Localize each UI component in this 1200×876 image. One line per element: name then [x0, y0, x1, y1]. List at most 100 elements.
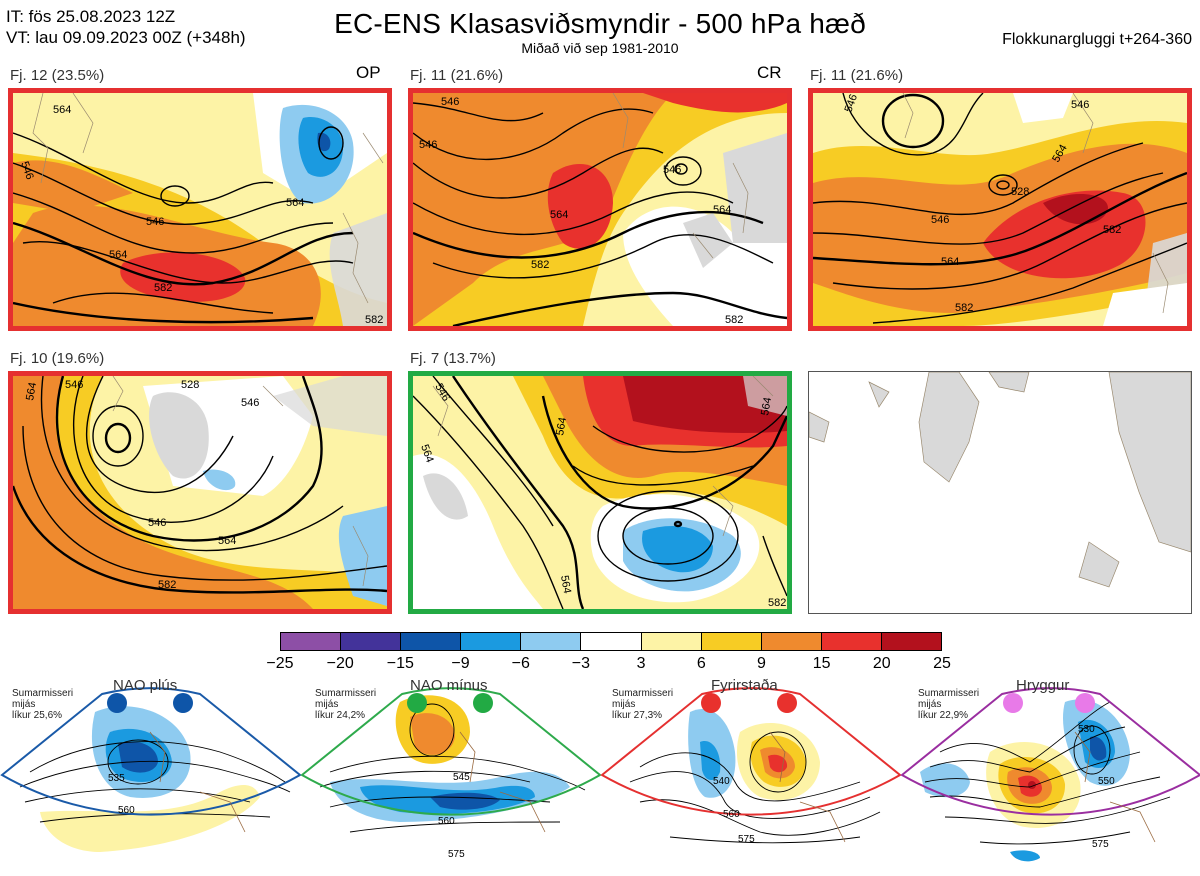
contour-label: 564	[24, 381, 39, 401]
regime-contour-label: 575	[1092, 839, 1109, 850]
contour-label: 564	[554, 416, 569, 436]
regime-nao-plus: 535 560	[0, 687, 302, 852]
contour-label: 546	[148, 517, 166, 529]
contour-label: 564	[941, 256, 959, 268]
contour-label: 582	[531, 259, 549, 271]
contour-label: 564	[109, 249, 127, 261]
contour-label: 528	[181, 379, 199, 391]
contour-label: 582	[1103, 224, 1121, 236]
regime-contour-label: 540	[713, 776, 730, 787]
cluster-map-5: 546 564 564 564 582 564	[408, 371, 792, 614]
colorbar-tick-label: −9	[451, 655, 470, 672]
colorbar-tick-label: −15	[386, 655, 414, 672]
valid-time: VT: lau 09.09.2023 00Z (+348h)	[6, 28, 246, 47]
colorbar-segment	[581, 633, 642, 650]
page-title: EC-ENS Klasasviðsmyndir - 500 hPa hæð	[334, 8, 866, 39]
regime-contour-label: 550	[1098, 776, 1115, 787]
empty-base-map	[808, 371, 1192, 614]
contour-label: 564	[218, 535, 236, 547]
contour-label: 546	[241, 397, 259, 409]
panel-1-label: Fj. 12 (23.5%)	[10, 67, 105, 84]
regime-note-nao-plus: Sumarmisseri mijás líkur 25,6%	[12, 688, 74, 721]
page-subtitle: Miðað við sep 1981-2010	[521, 40, 679, 56]
regime-ridge: 530 550 575	[900, 687, 1200, 862]
regime-contour-label: 530	[1078, 724, 1095, 735]
colorbar-segment	[341, 633, 402, 650]
contour-label: 546	[441, 96, 459, 108]
contour-label: 546	[18, 160, 36, 181]
cluster-map-4: 564 546 528 546 546 564 582	[8, 371, 392, 614]
colorbar-tick-label: 25	[933, 655, 951, 672]
colorbar-tick-label: 6	[696, 655, 706, 672]
contour-label: 546	[931, 214, 949, 226]
regime-note-blocking: Sumarmisseri mijás líkur 27,3%	[612, 688, 674, 721]
panel-4-label: Fj. 10 (19.6%)	[10, 350, 105, 367]
contour-label: 582	[768, 597, 786, 609]
regime-contour-label: 560	[438, 816, 455, 827]
cluster-map-3: 546 546 564 528 546 564 582 582	[808, 88, 1192, 331]
regime-title-nao-plus: NAO plús	[113, 677, 178, 694]
colorbar-tick-label: 3	[636, 655, 646, 672]
colorbar-tick-label: 15	[812, 655, 831, 672]
contour-label: 546	[663, 164, 681, 176]
contour-label: 564	[418, 443, 436, 464]
colorbar-segment	[641, 633, 702, 650]
regime-contour-label: 560	[723, 809, 740, 820]
colorbar-segment	[281, 633, 342, 650]
regime-note-nao-minus: Sumarmisseri mijás líkur 24,2%	[315, 688, 377, 721]
contour-label: 564	[558, 574, 573, 594]
regime-contour-label: 545	[453, 772, 470, 783]
colorbar-tick-label: −6	[511, 655, 530, 672]
colorbar-segment	[761, 633, 822, 650]
panel-2-tag: CR	[757, 63, 782, 82]
regime-contour-label: 535	[108, 773, 125, 784]
contour-label: 546	[419, 139, 437, 151]
cluster-map-1: 546 564 582 564 546 564 582	[8, 88, 392, 331]
contour-label: 582	[365, 314, 383, 326]
contour-label: 582	[725, 314, 743, 326]
contour-label: 546	[65, 379, 83, 391]
run-info: IT: fös 25.08.2023 12Z VT: lau 09.09.202…	[6, 6, 246, 48]
panel-5-label: Fj. 7 (13.7%)	[410, 350, 496, 367]
contour-label: 546	[843, 93, 861, 114]
panel-3-label: Fj. 11 (21.6%)	[810, 67, 904, 84]
regime-contour-label: 560	[118, 805, 135, 816]
colorbar-tick-label: 20	[872, 655, 891, 672]
colorbar-tick-label: −3	[571, 655, 591, 672]
contour-label: 528	[1011, 186, 1029, 198]
panel-1-tag: OP	[356, 63, 381, 82]
regime-title-blocking: Fyrirstaða	[711, 677, 778, 694]
regime-title-nao-minus: NAO mínus	[410, 677, 488, 694]
colorbar-segment	[401, 633, 462, 650]
colorbar-segment	[821, 633, 882, 650]
regime-note-ridge: Sumarmisseri mijás líkur 22,9%	[918, 688, 980, 721]
panel-2-label: Fj. 11 (21.6%)	[410, 67, 504, 84]
colorbar	[280, 632, 942, 651]
colorbar-segment	[521, 633, 582, 650]
regime-title-ridge: Hryggur	[1016, 677, 1070, 694]
colorbar-tick-label: −25	[266, 655, 294, 672]
contour-label: 582	[158, 579, 176, 591]
colorbar-segment	[461, 633, 522, 650]
regime-blocking: 540 560 575	[600, 687, 902, 845]
regime-contour-label: 575	[738, 834, 755, 845]
contour-label: 564	[550, 209, 568, 221]
regime-contour-label: 575	[448, 849, 465, 860]
contour-label: 546	[1071, 99, 1089, 111]
cluster-map-2: 546 564 546 546 564 582 582	[408, 88, 792, 331]
contour-label: 564	[53, 104, 71, 116]
initial-time: IT: fös 25.08.2023 12Z	[6, 7, 176, 26]
regime-nao-minus: 545 560 575	[300, 687, 602, 860]
contour-label: 546	[146, 216, 164, 228]
regime-panels: 535 560 545 560 575	[0, 672, 1200, 871]
classification-window: Flokkunargluggi t+264-360	[1002, 31, 1192, 48]
colorbar-segment	[881, 633, 942, 650]
contour-label: 582	[154, 282, 172, 294]
contour-label: 582	[955, 302, 973, 314]
contour-label: 564	[713, 204, 731, 216]
colorbar-segment	[701, 633, 762, 650]
contour-label: 564	[286, 197, 304, 209]
colorbar-tick-label: −20	[326, 655, 354, 672]
contour-label: 564	[759, 396, 774, 416]
colorbar-tick-label: 9	[757, 655, 766, 672]
